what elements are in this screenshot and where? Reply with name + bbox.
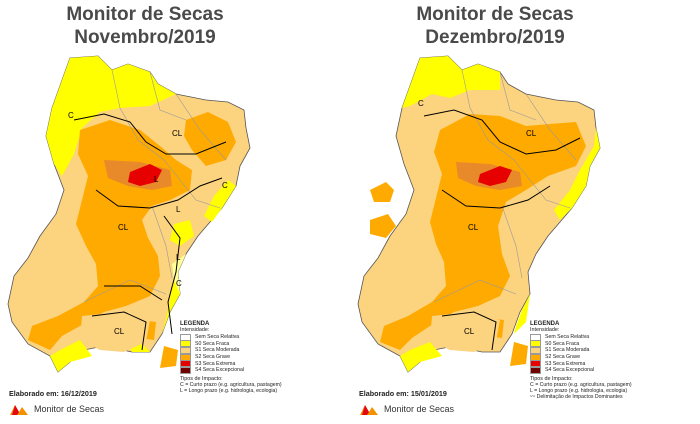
legend-title: LEGENDA	[530, 321, 560, 327]
state-lines	[83, 69, 227, 303]
panel-november: Monitor de Secas Novembro/2019	[7, 4, 350, 416]
s2-west-blob1	[370, 182, 394, 202]
s1-south-area	[80, 312, 150, 352]
brand-name: Monitor de Secas	[34, 404, 105, 414]
legend-item: S0 Seca Fraca	[530, 340, 700, 348]
monitor-de-secas-logo-icon	[10, 405, 28, 415]
elaborado-date: Elaborado em: 15/01/2019	[359, 389, 447, 398]
legend-swatch	[530, 360, 541, 368]
map-label: CL	[114, 327, 125, 336]
legend-swatch	[530, 340, 541, 348]
legend-item: S4 Seca Excepcional	[530, 366, 700, 374]
map-label: C	[176, 279, 182, 288]
map-title-line1: Monitor de Secas	[416, 4, 574, 25]
panel-december: Monitor de Secas Dezembro/2019	[350, 0, 700, 424]
elaborado-date: Elaborado em: 16/12/2019	[9, 389, 97, 398]
s2-east-patch	[160, 346, 178, 368]
drought-map-november: C CL CL L L C L C CL	[7, 55, 251, 373]
legend-swatch	[180, 360, 191, 368]
legend-item: S1 Seca Moderada	[530, 346, 700, 354]
s2-west-blob2	[370, 214, 396, 238]
impact-l: L = Longo prazo (e.g. hidrologia, ecolog…	[180, 387, 278, 394]
map-labels: C CL CL L L C L C CL	[68, 111, 228, 336]
impact-l: L = Longo prazo (e.g. hidrologia, ecolog…	[530, 387, 628, 394]
map-label: CL	[468, 223, 479, 232]
monitor-de-secas-logo-icon	[360, 405, 378, 415]
map-label: CL	[172, 129, 183, 138]
map-title-line1: Monitor de Secas	[66, 4, 224, 25]
legend-swatch	[180, 353, 191, 361]
s0-north	[402, 56, 500, 108]
impact-title: Tipos de Impacto:	[180, 375, 223, 382]
brand: Monitor de Secas	[9, 402, 104, 416]
s0-east-coast2	[172, 254, 186, 294]
impact-c: C = Curto prazo (e.g. agricultura, pasta…	[530, 381, 632, 388]
legend-swatch	[180, 346, 191, 354]
s0-south	[400, 342, 442, 372]
impact-title: Tipos de Impacto:	[530, 375, 573, 382]
map-label: CL	[526, 129, 537, 138]
legend-item: S3 Seca Extrema	[530, 360, 700, 368]
map-label: C	[222, 181, 228, 190]
map-label: L	[176, 205, 181, 214]
legend-item: S3 Seca Extrema	[180, 360, 350, 368]
legend-swatch	[180, 366, 191, 374]
brand-name: Monitor de Secas	[384, 404, 455, 414]
legend-item: Sem Seca Relativa	[180, 333, 350, 341]
legend-swatch	[530, 333, 541, 341]
map-label: CL	[118, 223, 129, 232]
map-label: CL	[464, 327, 475, 336]
brand: Monitor de Secas	[359, 402, 454, 416]
s3-center	[478, 166, 512, 186]
impact-boundaries	[423, 109, 581, 351]
s0-east-mid	[162, 254, 186, 334]
s0-south-east	[514, 294, 530, 334]
state-lines	[433, 69, 577, 303]
map-title-line2: Novembro/2019	[74, 27, 216, 48]
delimitation-line-icon: 〰	[530, 394, 537, 401]
legend: LEGENDA Intensidade: Sem Seca Relativa S…	[180, 321, 350, 394]
s0-east-inner	[170, 220, 194, 246]
impact-delim: 〰 Delimitação de Impactos Dominantes	[530, 394, 623, 401]
legend-item: S1 Seca Moderada	[180, 346, 350, 354]
s2-core	[380, 114, 586, 350]
map-label: C	[68, 111, 74, 120]
impact-boundaries	[73, 113, 227, 351]
legend-item: S0 Seca Fraca	[180, 340, 350, 348]
s0-east-coast	[204, 180, 236, 222]
map-title-line2: Dezembro/2019	[425, 27, 565, 48]
map-label: L	[154, 175, 159, 184]
impact-c: C = Curto prazo (e.g. agricultura, pasta…	[180, 381, 282, 388]
legend-item: Sem Seca Relativa	[530, 333, 700, 341]
legend-swatch	[530, 353, 541, 361]
legend-subtitle: Intensidade:	[530, 327, 560, 333]
map-label: C	[418, 99, 424, 108]
legend-item: S2 Seca Grave	[180, 353, 350, 361]
s0-south	[50, 340, 92, 372]
legend-item: S4 Seca Excepcional	[180, 366, 350, 374]
s0-east	[554, 128, 600, 220]
legend-title: LEGENDA	[180, 321, 210, 327]
legend: LEGENDA Intensidade: Sem Seca Relativa S…	[530, 321, 700, 401]
legend-swatch	[530, 366, 541, 374]
legend-subtitle: Intensidade:	[180, 327, 210, 333]
legend-swatch	[530, 346, 541, 354]
map-labels: C CL CL CL	[418, 99, 537, 336]
s0-northwest	[46, 56, 176, 176]
legend-swatch	[180, 333, 191, 341]
legend-swatch	[180, 340, 191, 348]
map-label: L	[176, 253, 181, 262]
legend-item: S2 Seca Grave	[530, 353, 700, 361]
s1-south-area	[430, 312, 500, 352]
drought-map-december: C CL CL CL	[357, 55, 601, 373]
s3-center	[128, 164, 162, 186]
s2-east-patch	[510, 342, 528, 366]
